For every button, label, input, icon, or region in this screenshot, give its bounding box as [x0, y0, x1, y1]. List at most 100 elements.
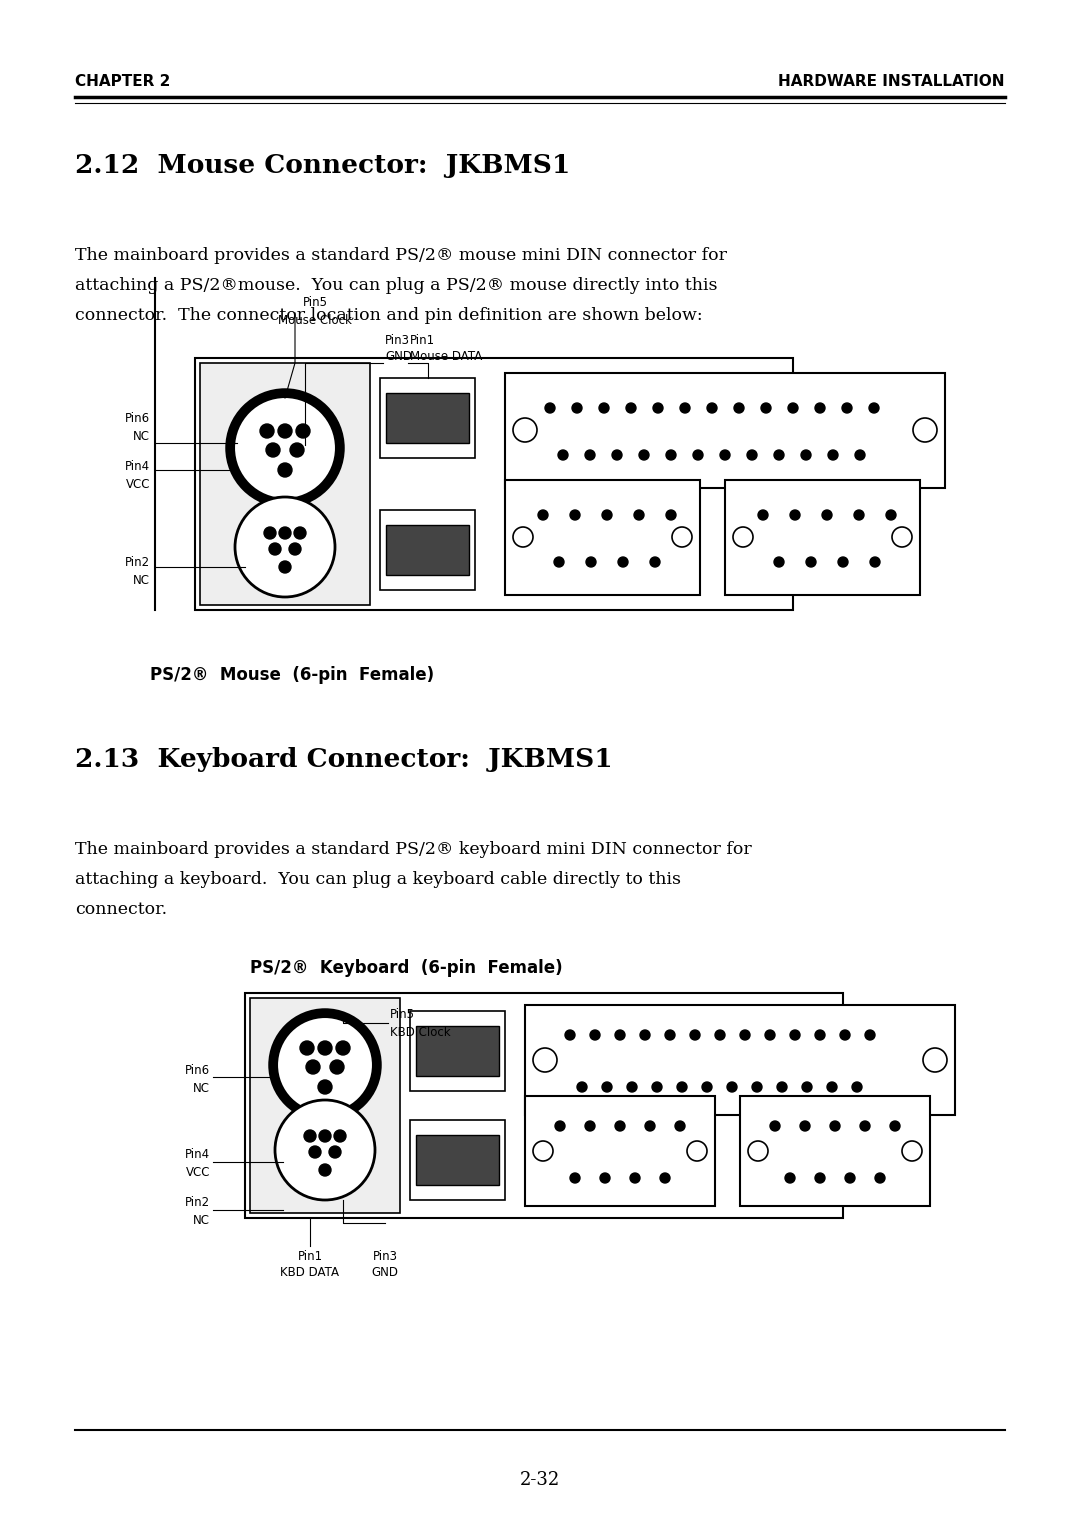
Circle shape: [650, 557, 660, 567]
Circle shape: [758, 509, 768, 520]
Text: GND: GND: [372, 1266, 399, 1279]
Circle shape: [570, 1173, 580, 1183]
Circle shape: [602, 1083, 612, 1092]
Text: Pin6: Pin6: [125, 412, 150, 424]
Circle shape: [693, 450, 703, 461]
Circle shape: [513, 418, 537, 442]
Circle shape: [770, 1121, 780, 1132]
Circle shape: [842, 403, 852, 413]
Text: Mouse DATA: Mouse DATA: [410, 349, 483, 363]
Circle shape: [827, 1083, 837, 1092]
Circle shape: [291, 442, 303, 457]
Text: Pin1: Pin1: [297, 1249, 323, 1263]
Circle shape: [264, 528, 276, 538]
Text: NC: NC: [193, 1214, 210, 1226]
Circle shape: [740, 1029, 750, 1040]
Circle shape: [318, 1080, 332, 1093]
Circle shape: [585, 450, 595, 461]
Circle shape: [590, 1029, 600, 1040]
Circle shape: [852, 1083, 862, 1092]
Text: Pin6: Pin6: [185, 1063, 210, 1077]
FancyBboxPatch shape: [740, 1096, 930, 1206]
Text: 2.13  Keyboard Connector:  JKBMS1: 2.13 Keyboard Connector: JKBMS1: [75, 747, 612, 773]
Text: attaching a keyboard.  You can plug a keyboard cable directly to this: attaching a keyboard. You can plug a key…: [75, 871, 681, 889]
Circle shape: [854, 509, 864, 520]
Text: Pin4: Pin4: [185, 1148, 210, 1162]
FancyBboxPatch shape: [725, 480, 920, 595]
Circle shape: [913, 418, 937, 442]
Circle shape: [269, 543, 281, 555]
Text: GND: GND: [384, 349, 411, 363]
Text: The mainboard provides a standard PS/2® mouse mini DIN connector for: The mainboard provides a standard PS/2® …: [75, 247, 727, 264]
Circle shape: [545, 403, 555, 413]
Circle shape: [318, 1042, 332, 1055]
FancyBboxPatch shape: [416, 1026, 499, 1077]
Circle shape: [860, 1121, 870, 1132]
Circle shape: [902, 1141, 922, 1161]
Circle shape: [869, 403, 879, 413]
FancyBboxPatch shape: [525, 1096, 715, 1206]
Circle shape: [303, 1130, 316, 1142]
Circle shape: [687, 1141, 707, 1161]
Circle shape: [534, 1048, 557, 1072]
FancyBboxPatch shape: [380, 378, 475, 458]
FancyBboxPatch shape: [410, 1119, 505, 1200]
Text: Pin3: Pin3: [373, 1249, 397, 1263]
Text: Pin4: Pin4: [125, 459, 150, 473]
Text: Pin3: Pin3: [384, 334, 410, 346]
Circle shape: [278, 464, 292, 477]
Circle shape: [289, 543, 301, 555]
Circle shape: [615, 1121, 625, 1132]
Circle shape: [720, 450, 730, 461]
Circle shape: [227, 390, 343, 506]
Circle shape: [677, 1083, 687, 1092]
Circle shape: [585, 1121, 595, 1132]
Circle shape: [330, 1060, 345, 1074]
Circle shape: [270, 1010, 380, 1119]
Text: connector.: connector.: [75, 901, 167, 918]
Circle shape: [319, 1130, 330, 1142]
Circle shape: [672, 528, 692, 547]
Circle shape: [572, 403, 582, 413]
Text: NC: NC: [133, 573, 150, 587]
Circle shape: [828, 450, 838, 461]
Circle shape: [800, 1121, 810, 1132]
Circle shape: [278, 424, 292, 438]
Circle shape: [875, 1173, 885, 1183]
Circle shape: [845, 1173, 855, 1183]
Circle shape: [279, 528, 291, 538]
FancyBboxPatch shape: [505, 480, 700, 595]
Text: NC: NC: [193, 1081, 210, 1095]
Circle shape: [702, 1083, 712, 1092]
FancyBboxPatch shape: [245, 993, 843, 1218]
Circle shape: [276, 1017, 373, 1113]
Circle shape: [761, 403, 771, 413]
Circle shape: [801, 450, 811, 461]
Circle shape: [789, 509, 800, 520]
Circle shape: [923, 1048, 947, 1072]
Text: VCC: VCC: [125, 477, 150, 491]
Circle shape: [618, 557, 627, 567]
Circle shape: [645, 1121, 654, 1132]
Circle shape: [707, 403, 717, 413]
Text: PS/2®  Keyboard  (6-pin  Female): PS/2® Keyboard (6-pin Female): [249, 959, 563, 978]
Circle shape: [279, 561, 291, 573]
Circle shape: [306, 1060, 320, 1074]
FancyBboxPatch shape: [386, 393, 469, 442]
Text: Pin1: Pin1: [410, 334, 435, 346]
Circle shape: [653, 403, 663, 413]
FancyBboxPatch shape: [249, 997, 400, 1212]
Circle shape: [234, 396, 336, 499]
Circle shape: [570, 509, 580, 520]
Circle shape: [534, 1141, 553, 1161]
Circle shape: [777, 1083, 787, 1092]
Circle shape: [319, 1164, 330, 1176]
Text: NC: NC: [133, 430, 150, 442]
Circle shape: [275, 1100, 375, 1200]
Circle shape: [680, 403, 690, 413]
FancyBboxPatch shape: [380, 509, 475, 590]
Circle shape: [666, 450, 676, 461]
Circle shape: [602, 509, 612, 520]
Circle shape: [785, 1173, 795, 1183]
Text: PS/2®  Mouse  (6-pin  Female): PS/2® Mouse (6-pin Female): [150, 666, 434, 685]
